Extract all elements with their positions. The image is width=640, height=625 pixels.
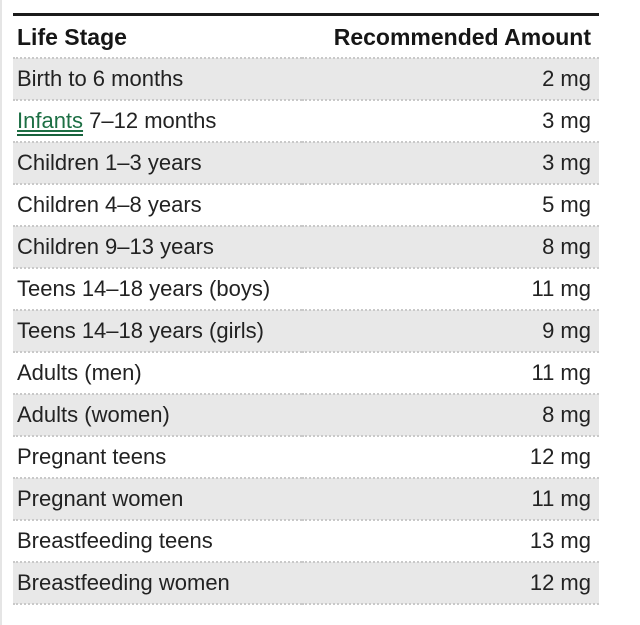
table-row: Children 1–3 years 3 mg [13, 142, 599, 185]
header-row: Life Stage Recommended Amount [13, 14, 599, 59]
life-stage-cell: Adults (women) [13, 394, 302, 437]
column-header-life-stage: Life Stage [13, 14, 302, 59]
recommended-amount-cell: 11 mg [301, 352, 599, 395]
recommended-amount-cell: 12 mg [301, 436, 599, 479]
infants-link[interactable]: Infants [17, 108, 84, 136]
recommended-amount-cell: 2 mg [301, 58, 599, 101]
life-stage-cell: Pregnant women [13, 478, 302, 521]
table-row: Pregnant women 11 mg [13, 478, 599, 521]
recommended-amount-cell: 9 mg [301, 310, 599, 353]
life-stage-cell: Teens 14–18 years (girls) [13, 310, 302, 353]
table-row: Children 4–8 years 5 mg [13, 184, 599, 227]
recommended-amounts-table: Life Stage Recommended Amount Birth to 6… [13, 13, 599, 605]
table-row: Infants 7–12 months 3 mg [13, 100, 599, 143]
life-stage-cell: Adults (men) [13, 352, 302, 395]
table-row: Teens 14–18 years (girls) 9 mg [13, 310, 599, 353]
table-body: Birth to 6 months 2 mg Infants 7–12 months… [13, 58, 599, 605]
table-row: Breastfeeding teens 13 mg [13, 520, 599, 563]
page-left-border [0, 0, 2, 625]
table-row: Birth to 6 months 2 mg [13, 58, 599, 101]
life-stage-cell: Breastfeeding teens [13, 520, 302, 563]
recommended-amount-cell: 11 mg [301, 268, 599, 311]
recommended-amount-cell: 13 mg [301, 520, 599, 563]
table-header: Life Stage Recommended Amount [13, 14, 599, 59]
table-row: Breastfeeding women 12 mg [13, 562, 599, 605]
life-stage-cell: Children 9–13 years [13, 226, 302, 269]
recommended-amount-cell: 5 mg [301, 184, 599, 227]
recommended-amount-cell: 12 mg [301, 562, 599, 605]
recommended-amount-cell: 3 mg [301, 142, 599, 185]
table-row: Adults (women) 8 mg [13, 394, 599, 437]
life-stage-cell: Breastfeeding women [13, 562, 302, 605]
recommended-amount-cell: 3 mg [301, 100, 599, 143]
recommended-amount-cell: 11 mg [301, 478, 599, 521]
life-stage-cell: Children 1–3 years [13, 142, 302, 185]
life-stage-cell: Pregnant teens [13, 436, 302, 479]
recommended-amount-cell: 8 mg [301, 394, 599, 437]
life-stage-cell: Teens 14–18 years (boys) [13, 268, 302, 311]
life-stage-cell: Children 4–8 years [13, 184, 302, 227]
column-header-recommended-amount: Recommended Amount [301, 14, 599, 59]
life-stage-cell: Birth to 6 months [13, 58, 302, 101]
table-row: Teens 14–18 years (boys) 11 mg [13, 268, 599, 311]
recommended-amount-cell: 8 mg [301, 226, 599, 269]
table-row: Pregnant teens 12 mg [13, 436, 599, 479]
table-row: Children 9–13 years 8 mg [13, 226, 599, 269]
table-row: Adults (men) 11 mg [13, 352, 599, 395]
life-stage-cell: Infants 7–12 months [13, 100, 302, 143]
